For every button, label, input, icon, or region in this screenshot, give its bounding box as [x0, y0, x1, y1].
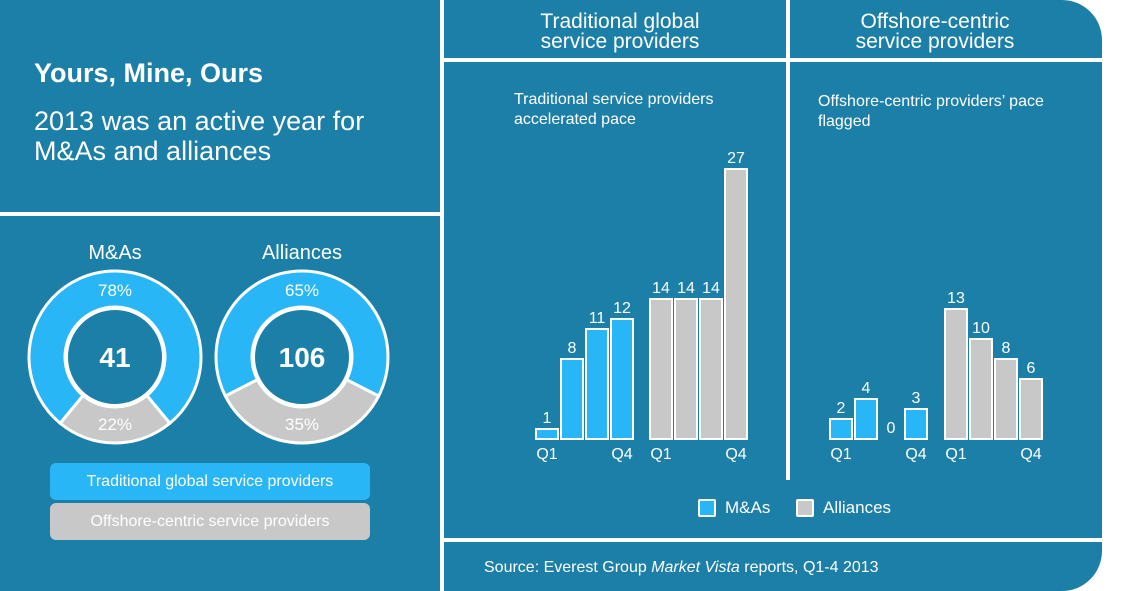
legend-pill-traditional-label: Traditional global service providers	[86, 472, 334, 490]
donut-title-1: Alliances	[262, 242, 342, 264]
legend-pill-traditional: Traditional global service providers	[50, 463, 370, 500]
page-title: Yours, Mine, Ours	[34, 58, 264, 88]
bar-label-0-1-0: 14	[652, 280, 670, 297]
source-note: Source: Everest Group Market Vista repor…	[484, 559, 879, 577]
bar-0-1-0	[649, 298, 673, 440]
bar-0-1-2	[699, 298, 723, 440]
legend-pill-offshore-label: Offshore-centric service providers	[90, 512, 330, 530]
bar-label-0-0-2: 11	[589, 310, 606, 327]
bar-label-0-0-3: 12	[613, 300, 631, 317]
legend-label-alliances: Alliances	[823, 498, 892, 517]
bar-label-1-1-1: 10	[972, 320, 990, 337]
donut-charts: M&As 41 78% 22% Alliances 106 65% 35%	[27, 242, 390, 445]
tick-label-1-1-3: Q4	[1020, 446, 1041, 463]
donut-title-0: M&As	[88, 242, 141, 264]
header-traditional: Traditional global service providers	[540, 10, 700, 53]
tick-label-0-1-0: Q1	[650, 446, 671, 463]
donut-total-0: 41	[99, 342, 130, 373]
legend-label-mas: M&As	[725, 498, 771, 517]
legend-swatch-alliances	[796, 499, 814, 517]
note-offshore: Offshore-centric providers’ pace flagged	[818, 93, 1044, 130]
bar-1-0-3	[904, 408, 928, 440]
bar-label-1-1-0: 13	[947, 290, 965, 307]
bar-1-1-0	[944, 308, 968, 440]
tick-label-0-0-0: Q1	[536, 446, 557, 463]
bar-label-0-0-1: 8	[568, 340, 577, 357]
bar-label-1-1-3: 6	[1027, 360, 1036, 377]
source-suffix: reports, Q1-4 2013	[739, 559, 879, 576]
donut-hole-0	[65, 307, 165, 407]
bar-1-1-3	[1019, 378, 1043, 440]
bar-label-1-0-0: 2	[837, 400, 846, 417]
bar-label-1-0-2: 0	[887, 420, 896, 437]
source-italic: Market Vista	[651, 559, 740, 576]
donut-total-1: 106	[279, 342, 326, 373]
header-offshore: Offshore-centric service providers	[855, 10, 1015, 53]
donut-hole-1	[252, 307, 352, 407]
bar-0-0-1	[560, 358, 584, 440]
bar-1-1-2	[994, 358, 1018, 440]
bar-1-1-1	[969, 338, 993, 440]
bar-0-1-1	[674, 298, 698, 440]
bar-label-0-1-1: 14	[677, 280, 695, 297]
bar-0-0-2	[585, 328, 609, 440]
bar-label-1-0-3: 3	[912, 390, 921, 407]
bar-label-0-0-0: 1	[543, 410, 552, 427]
donut-label-traditional-1: 65%	[285, 281, 319, 300]
tick-label-1-0-3: Q4	[905, 446, 926, 463]
page-subtitle: 2013 was an active year for M&As and all…	[34, 106, 365, 166]
bar-0-1-3	[724, 168, 748, 440]
legend-pill-offshore: Offshore-centric service providers	[50, 503, 370, 540]
divider-source	[444, 538, 1102, 542]
divider-left-section	[0, 212, 440, 216]
donut-label-traditional-0: 78%	[98, 281, 132, 300]
divider-left	[440, 0, 444, 591]
tick-label-1-1-0: Q1	[945, 446, 966, 463]
source-prefix: Source: Everest Group	[484, 559, 652, 576]
donut-label-offshore-1: 35%	[285, 415, 319, 434]
tick-label-0-0-3: Q4	[611, 446, 632, 463]
tick-label-0-1-3: Q4	[725, 446, 746, 463]
legend-swatch-mas	[698, 499, 716, 517]
bar-label-0-1-3: 27	[727, 150, 745, 167]
divider-header	[444, 58, 1102, 62]
bar-label-1-0-1: 4	[862, 380, 871, 397]
bar-label-1-1-2: 8	[1002, 340, 1011, 357]
bar-1-0-1	[854, 398, 878, 440]
tick-label-1-0-0: Q1	[830, 446, 851, 463]
bar-label-0-1-2: 14	[702, 280, 720, 297]
divider-middle	[786, 0, 790, 480]
bar-1-0-0	[829, 418, 853, 440]
donut-label-offshore-0: 22%	[98, 415, 132, 434]
bar-0-0-3	[610, 318, 634, 440]
bar-0-0-0	[535, 428, 559, 440]
note-traditional: Traditional service providers accelerate…	[514, 91, 714, 128]
